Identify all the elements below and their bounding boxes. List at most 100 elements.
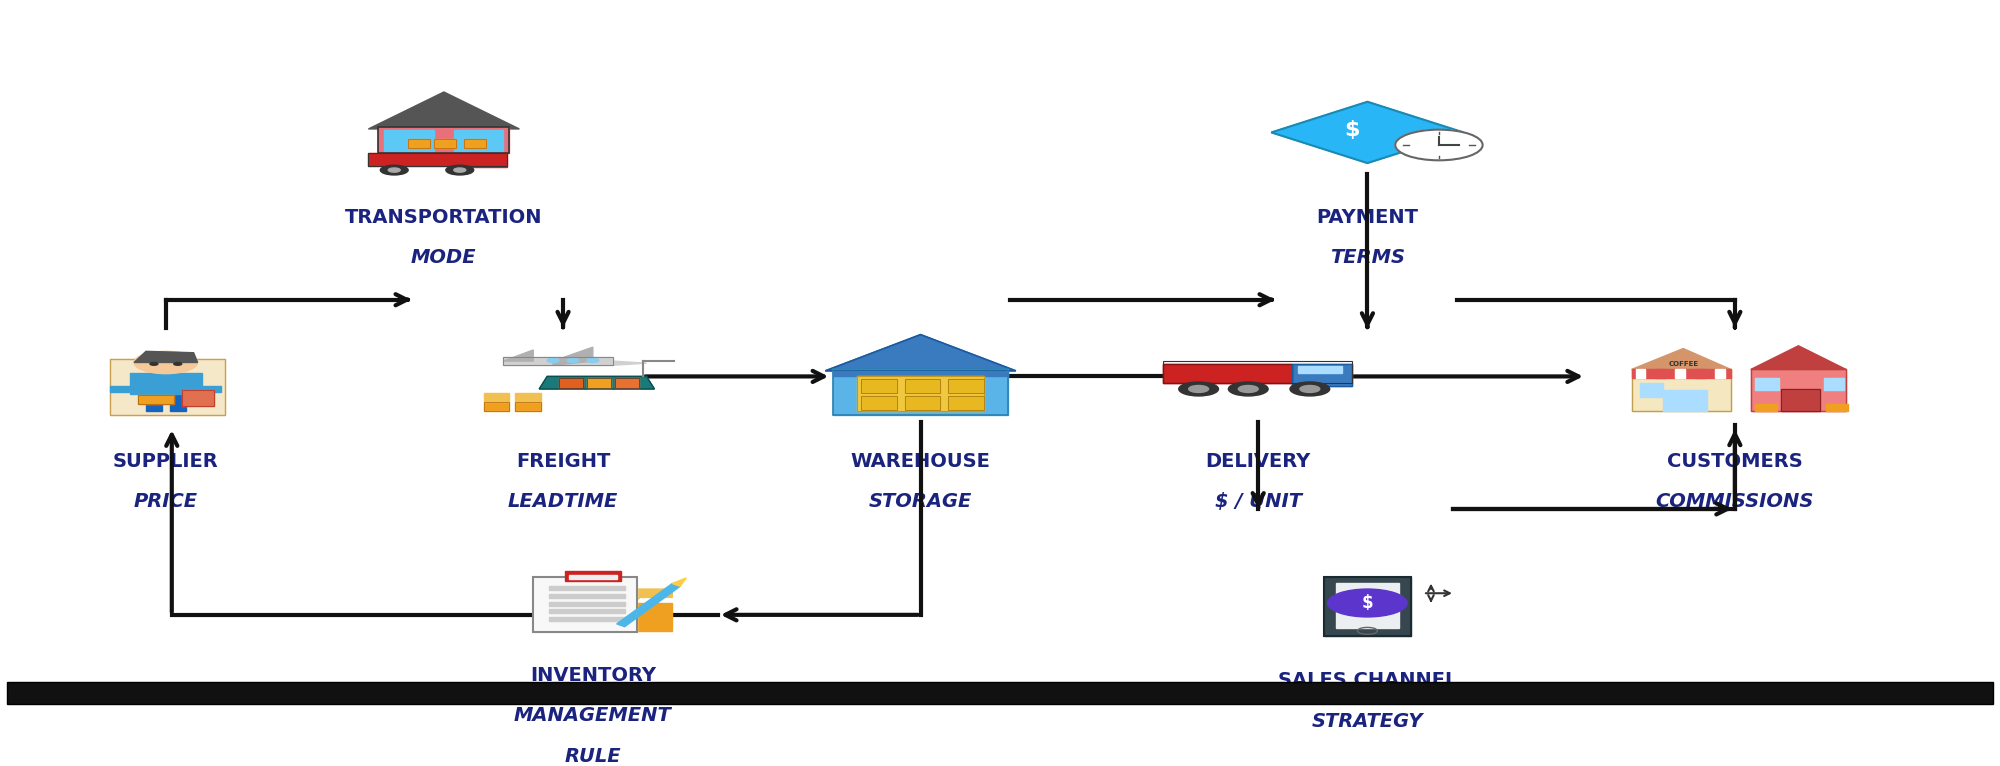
Text: $: $ xyxy=(1344,119,1360,139)
Bar xyxy=(1292,364,1352,386)
Bar xyxy=(550,594,624,598)
Bar xyxy=(110,386,134,391)
Bar xyxy=(1750,369,1846,411)
Circle shape xyxy=(1228,382,1268,396)
Bar xyxy=(1162,364,1292,384)
Polygon shape xyxy=(540,376,654,389)
Bar xyxy=(484,402,510,411)
Bar xyxy=(1292,364,1352,386)
Text: STORAGE: STORAGE xyxy=(868,492,972,511)
Text: MANAGEMENT: MANAGEMENT xyxy=(514,706,672,725)
Circle shape xyxy=(586,358,598,362)
Polygon shape xyxy=(1716,369,1724,378)
Circle shape xyxy=(1300,385,1320,392)
Bar xyxy=(586,378,610,388)
Bar xyxy=(566,571,620,581)
Text: WAREHOUSE: WAREHOUSE xyxy=(850,452,990,471)
Bar xyxy=(198,386,222,391)
Circle shape xyxy=(548,358,560,362)
Polygon shape xyxy=(554,347,592,365)
Bar xyxy=(484,393,510,402)
Bar xyxy=(586,378,610,388)
Bar xyxy=(1632,369,1730,378)
Bar xyxy=(904,396,940,410)
Bar xyxy=(614,378,638,388)
Text: COFFEE: COFFEE xyxy=(1668,361,1698,367)
Bar xyxy=(1632,369,1730,411)
Bar xyxy=(560,378,582,388)
Polygon shape xyxy=(826,335,1016,371)
Bar xyxy=(516,393,542,402)
Bar xyxy=(834,368,1008,414)
Bar xyxy=(1336,584,1400,628)
Bar xyxy=(504,357,612,365)
Text: $ / UNIT: $ / UNIT xyxy=(1214,492,1302,511)
Bar xyxy=(130,373,202,394)
Text: TERMS: TERMS xyxy=(1330,248,1404,267)
Bar xyxy=(1826,404,1848,411)
Text: TRANSPORTATION: TRANSPORTATION xyxy=(346,208,542,227)
Bar xyxy=(182,391,214,406)
Text: RULE: RULE xyxy=(564,747,622,765)
Polygon shape xyxy=(504,350,534,361)
Bar xyxy=(464,139,486,148)
Circle shape xyxy=(1328,589,1408,617)
Bar xyxy=(146,394,162,411)
Polygon shape xyxy=(1696,369,1706,378)
Bar xyxy=(1298,366,1342,373)
Text: LEADTIME: LEADTIME xyxy=(508,492,618,511)
Bar xyxy=(408,139,430,148)
Bar xyxy=(378,127,510,153)
Bar xyxy=(434,139,456,148)
Bar xyxy=(948,396,984,410)
Bar xyxy=(904,379,940,393)
Polygon shape xyxy=(672,578,686,586)
Text: STRATEGY: STRATEGY xyxy=(1312,712,1424,731)
Bar xyxy=(904,379,940,393)
Polygon shape xyxy=(1636,369,1646,378)
Circle shape xyxy=(1238,385,1258,392)
Bar xyxy=(368,153,468,166)
FancyBboxPatch shape xyxy=(6,682,1994,704)
Bar xyxy=(614,378,638,388)
Bar xyxy=(454,129,504,152)
Bar xyxy=(858,376,984,411)
Bar xyxy=(434,139,456,148)
Text: CUSTOMERS: CUSTOMERS xyxy=(1666,452,1802,471)
Text: SALES CHANNEL: SALES CHANNEL xyxy=(1278,671,1458,690)
Bar xyxy=(1640,384,1664,398)
Polygon shape xyxy=(1676,369,1686,378)
Bar xyxy=(834,368,1008,414)
Bar xyxy=(948,379,984,393)
Circle shape xyxy=(446,165,474,175)
Polygon shape xyxy=(616,584,680,627)
Text: $: $ xyxy=(1362,594,1374,612)
Polygon shape xyxy=(1750,345,1846,369)
Bar xyxy=(612,603,672,631)
Bar xyxy=(110,359,226,414)
Bar xyxy=(464,139,486,148)
Bar xyxy=(484,402,510,411)
Bar xyxy=(904,396,940,410)
Polygon shape xyxy=(1272,102,1464,163)
Text: SUPPLIER: SUPPLIER xyxy=(112,452,218,471)
Polygon shape xyxy=(612,361,646,365)
Bar xyxy=(1664,391,1708,411)
Bar xyxy=(1754,378,1778,391)
Bar xyxy=(858,376,984,411)
Bar xyxy=(1162,361,1352,384)
Bar xyxy=(1750,369,1846,411)
Circle shape xyxy=(150,362,158,365)
Bar xyxy=(378,127,510,153)
Bar xyxy=(138,394,174,404)
Circle shape xyxy=(1188,385,1208,392)
Bar xyxy=(834,371,1008,376)
Bar xyxy=(570,575,616,579)
Bar xyxy=(860,396,896,410)
Bar xyxy=(550,609,624,614)
Bar xyxy=(1632,369,1730,411)
Text: INVENTORY: INVENTORY xyxy=(530,666,656,685)
Circle shape xyxy=(1396,129,1482,160)
Polygon shape xyxy=(612,589,672,603)
Text: PRICE: PRICE xyxy=(134,492,198,511)
